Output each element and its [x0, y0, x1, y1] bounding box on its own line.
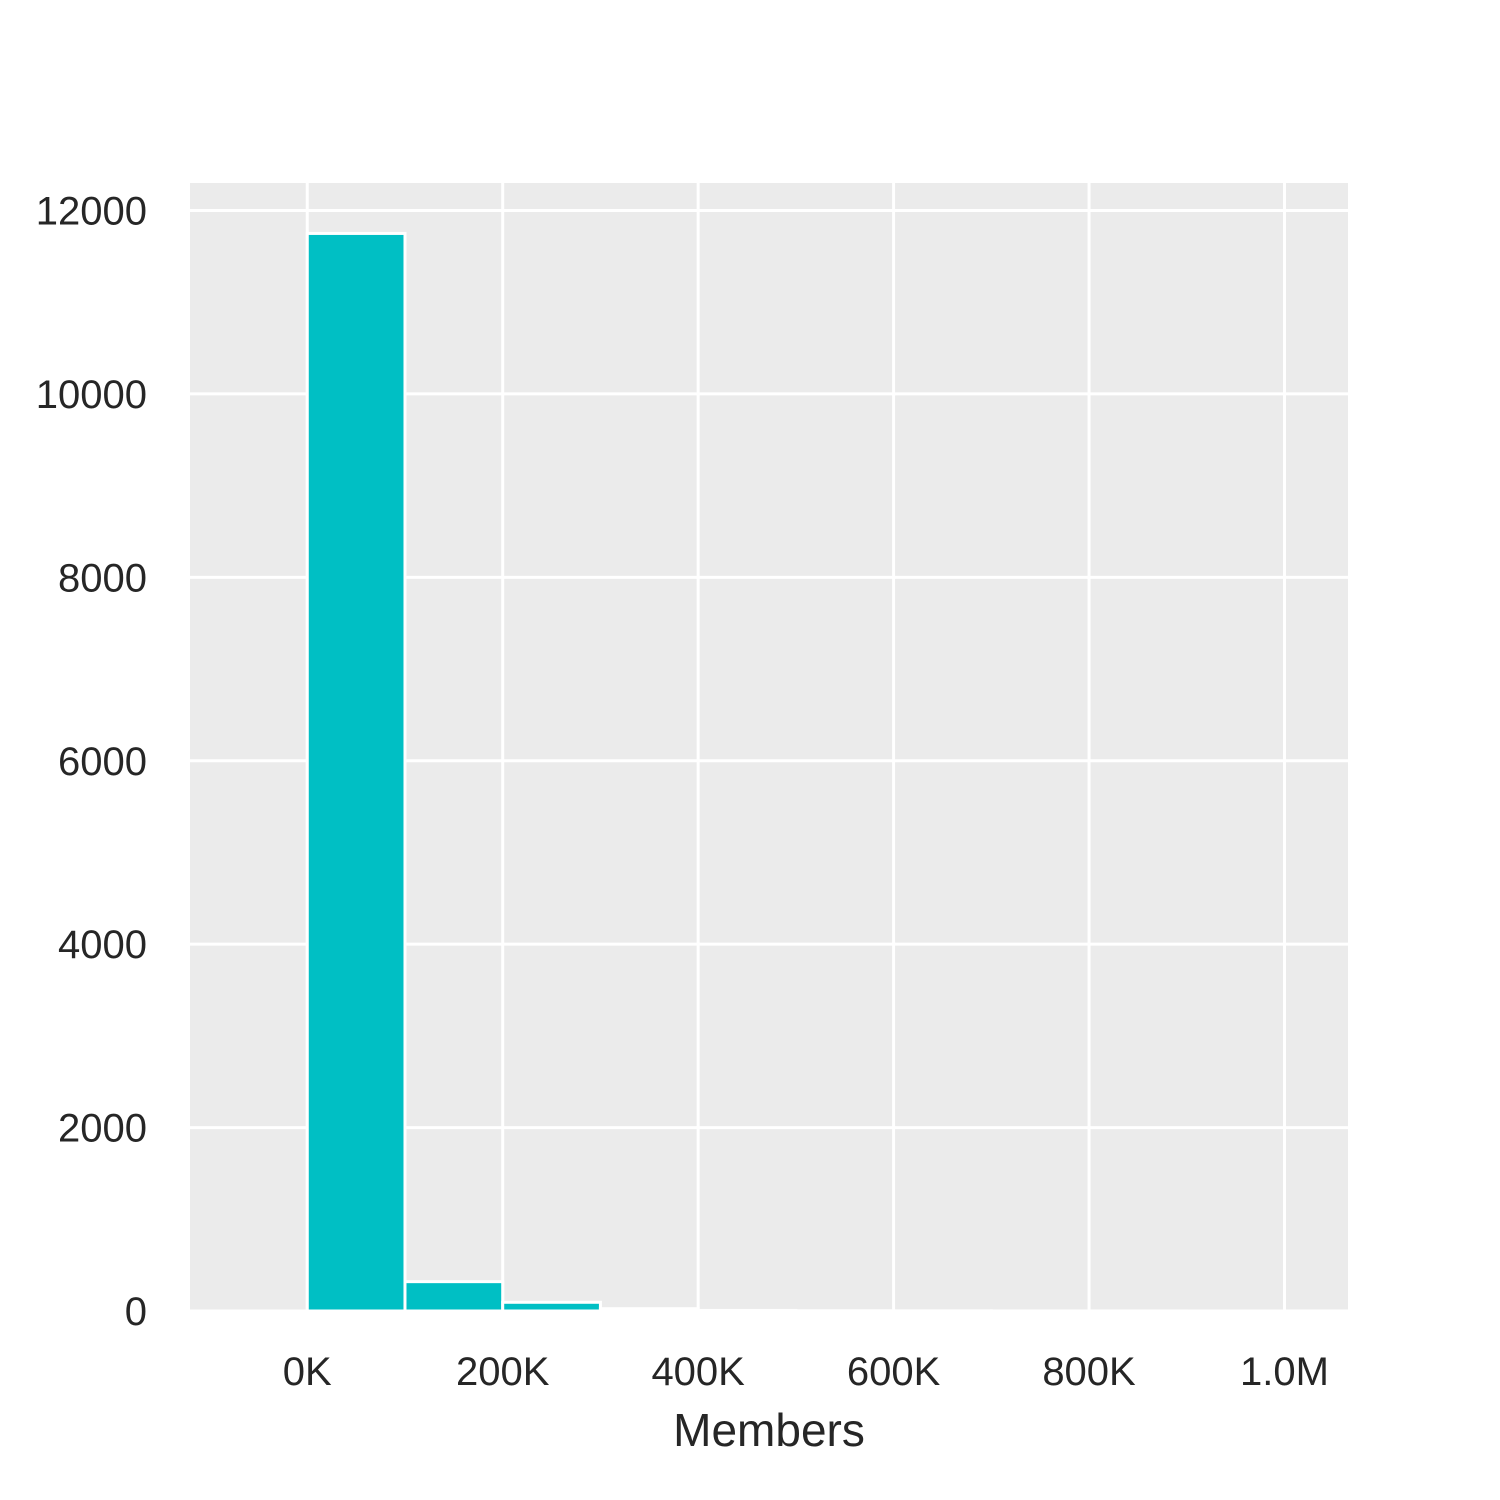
y-tick-label: 2000	[58, 1107, 147, 1151]
x-axis-title: Members	[673, 1404, 865, 1456]
histogram-bar	[305, 231, 407, 1313]
y-tick-label: 6000	[58, 740, 147, 784]
x-tick-label: 0K	[283, 1350, 332, 1394]
y-axis-tick-labels: 0 2000 4000 6000 8000 10000 12000	[36, 190, 147, 1334]
x-axis-tick-labels: 0K 200K 400K 600K 800K 1.0M	[283, 1350, 1329, 1394]
histogram-bars	[305, 231, 1384, 1313]
y-tick-label: 12000	[36, 190, 147, 234]
histogram-bar	[598, 1307, 700, 1313]
y-tick-label: 0	[125, 1290, 147, 1334]
x-tick-label: 800K	[1042, 1350, 1136, 1394]
x-tick-label: 600K	[847, 1350, 941, 1394]
y-tick-label: 8000	[58, 556, 147, 600]
histogram-bar	[696, 1308, 798, 1313]
y-tick-label: 10000	[36, 373, 147, 417]
histogram-bar	[403, 1280, 505, 1313]
histogram-bar	[501, 1300, 602, 1313]
x-tick-label: 400K	[651, 1350, 745, 1394]
x-tick-label: 1.0M	[1240, 1350, 1329, 1394]
y-tick-label: 4000	[58, 923, 147, 967]
x-tick-label: 200K	[456, 1350, 550, 1394]
